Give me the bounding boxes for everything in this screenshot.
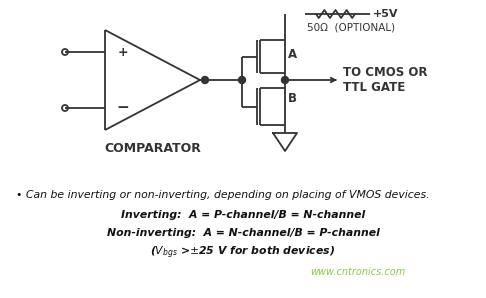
Circle shape <box>281 77 289 83</box>
Text: ($V_{bgs}$ >$\pm$25 V for both devices): ($V_{bgs}$ >$\pm$25 V for both devices) <box>151 245 335 261</box>
Text: +5V: +5V <box>373 9 399 19</box>
Text: COMPARATOR: COMPARATOR <box>104 142 201 154</box>
Circle shape <box>239 77 245 83</box>
Text: A: A <box>288 49 297 61</box>
Text: Non-inverting:  A = N-channel/B = P-channel: Non-inverting: A = N-channel/B = P-chann… <box>106 228 380 238</box>
Circle shape <box>202 77 208 83</box>
Text: 50Ω  (OPTIONAL): 50Ω (OPTIONAL) <box>307 23 395 33</box>
Text: Inverting:  A = P-channel/B = N-channel: Inverting: A = P-channel/B = N-channel <box>121 210 365 220</box>
Text: www.cntronics.com: www.cntronics.com <box>310 267 405 277</box>
Text: −: − <box>117 100 129 116</box>
Text: • Can be inverting or non-inverting, depending on placing of VMOS devices.: • Can be inverting or non-inverting, dep… <box>16 190 430 200</box>
Text: TO CMOS OR
TTL GATE: TO CMOS OR TTL GATE <box>343 66 428 94</box>
Text: B: B <box>288 91 297 105</box>
Text: +: + <box>118 46 128 58</box>
